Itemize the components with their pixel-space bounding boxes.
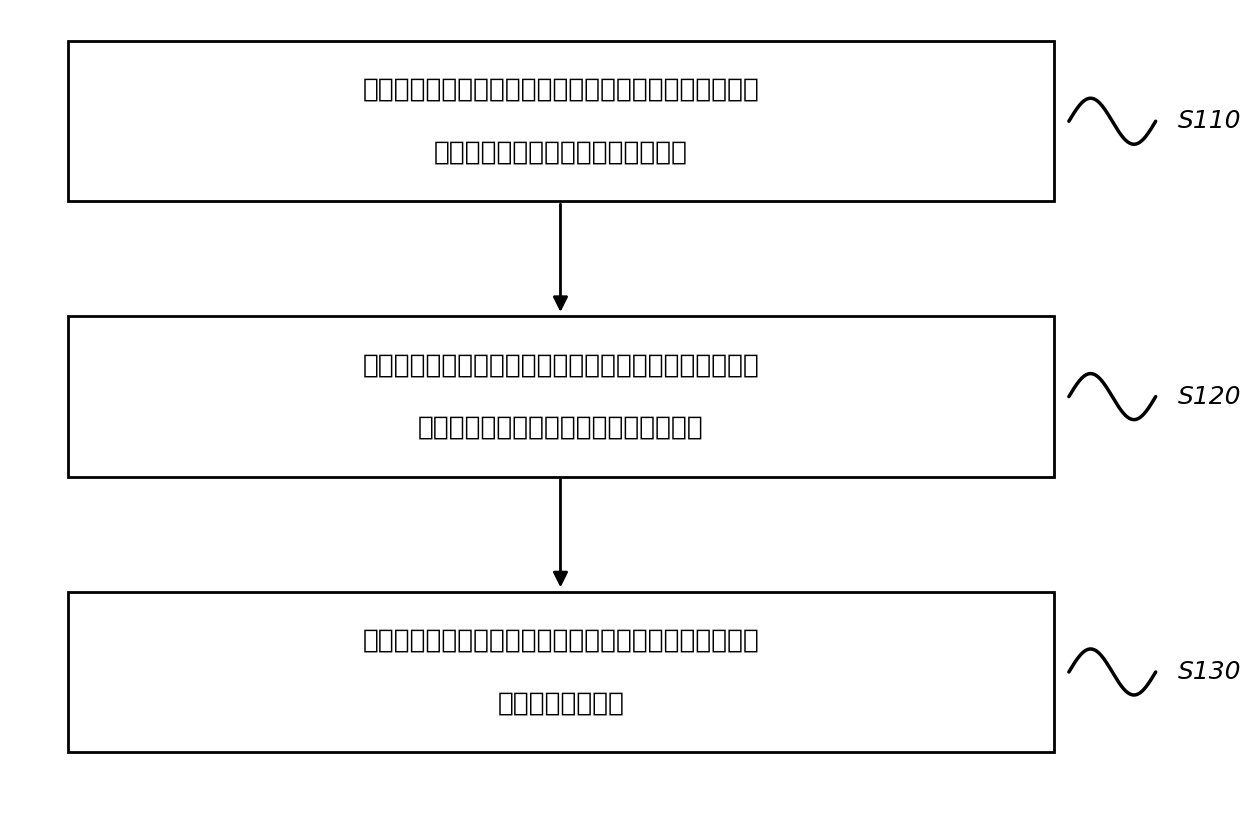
Bar [68,316,1054,477]
Text: 信号光的光信噪比: 信号光的光信噪比 [497,690,625,716]
Text: S110: S110 [1178,109,1240,133]
Text: 间，获得所述干涉光强分布的频率直方图: 间，获得所述干涉光强分布的频率直方图 [418,415,704,441]
Text: S130: S130 [1178,660,1240,684]
Bar [68,592,1054,752]
Text: 延时自相干干涉仪得到干涉光强变化: 延时自相干干涉仪得到干涉光强变化 [434,140,688,165]
Text: S120: S120 [1178,385,1240,409]
Text: 将所述频率直方图输入预先训练好的机器学习模型，得到: 将所述频率直方图输入预先训练好的机器学习模型，得到 [362,628,760,653]
Text: 对信号光进行色散补偿后传输至延时自相干干涉仪，基于: 对信号光进行色散补偿后传输至延时自相干干涉仪，基于 [362,77,760,103]
Bar [68,41,1054,201]
Text: 获取干涉光强变化的范围，将所述范围分为多个连续的区: 获取干涉光强变化的范围，将所述范围分为多个连续的区 [362,353,760,378]
